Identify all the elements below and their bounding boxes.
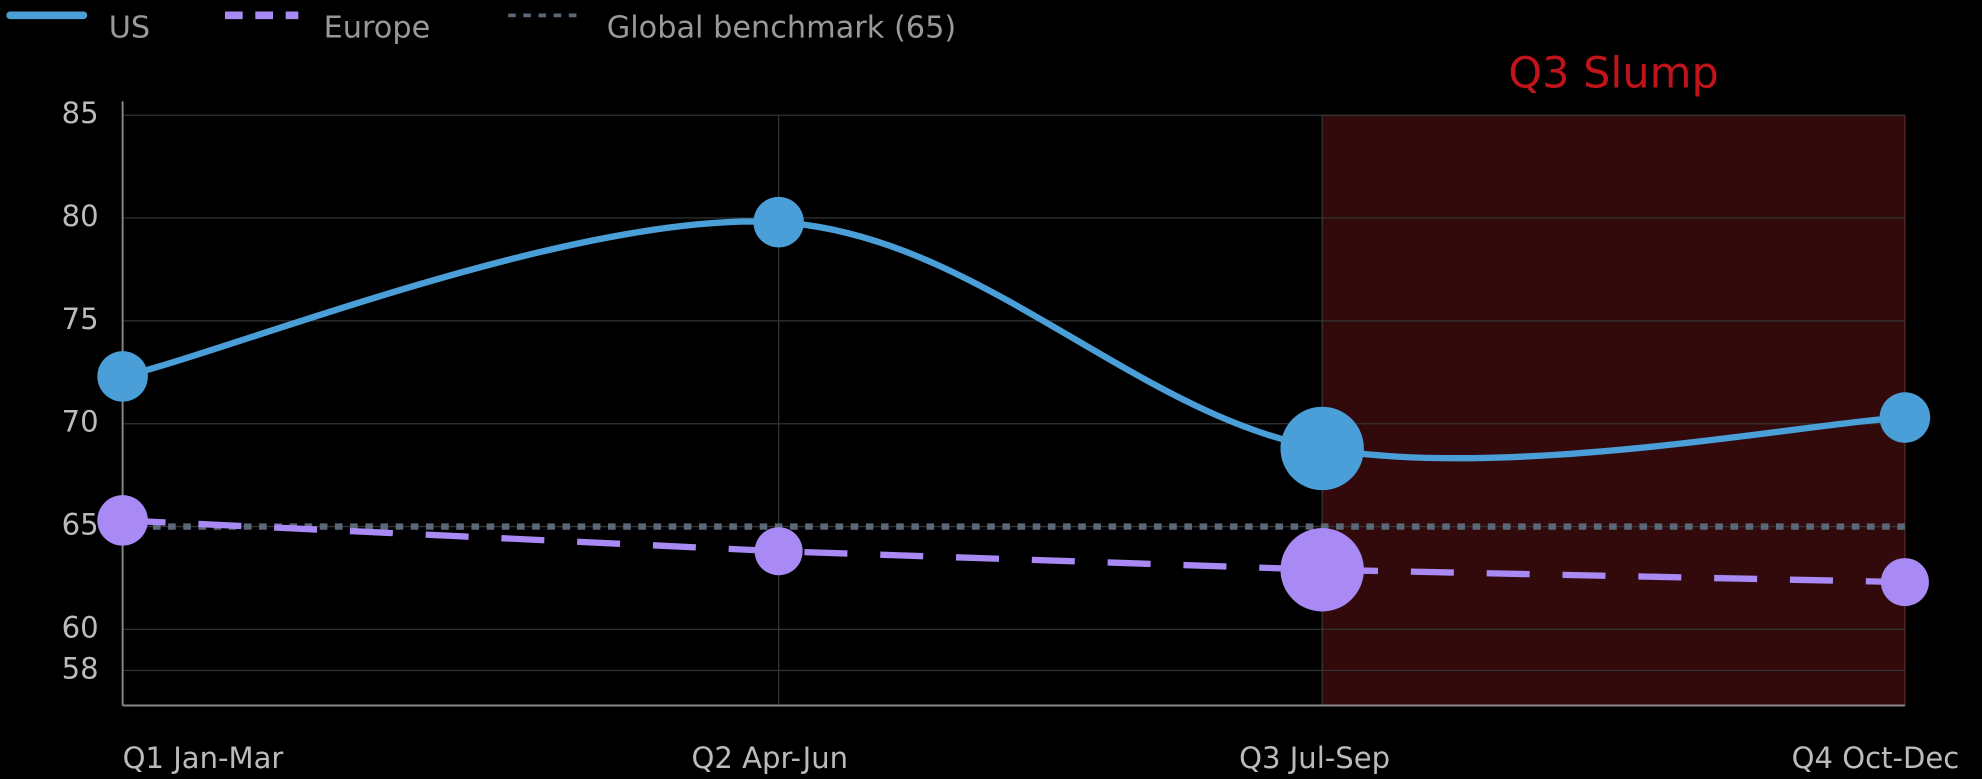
y-tick-label: 58 <box>62 652 99 686</box>
data-point <box>1880 558 1929 607</box>
data-point <box>754 527 803 576</box>
x-tick-label: Q1 Jan-Mar <box>123 741 284 775</box>
series-line <box>121 218 1906 462</box>
legend-label: US <box>109 11 150 46</box>
x-tick-label: Q3 Jul-Sep <box>1239 741 1390 775</box>
data-point <box>97 351 148 402</box>
data-point <box>753 196 804 248</box>
y-tick-label: 75 <box>62 302 99 336</box>
legend-label: Europe <box>324 11 431 46</box>
y-tick-label: 80 <box>62 199 99 233</box>
highlight-region <box>1321 114 1906 707</box>
highlight-label: Q3 Slump <box>1508 49 1718 99</box>
y-tick-label: 65 <box>62 508 99 542</box>
x-tick-label: Q2 Apr-Jun <box>692 741 849 775</box>
data-point <box>97 495 148 546</box>
data-point <box>1280 528 1364 612</box>
series-line <box>122 517 1905 586</box>
y-tick-label: 60 <box>62 610 99 644</box>
data-point <box>1879 392 1931 443</box>
data-point <box>1280 406 1364 491</box>
legend-label: Global benchmark (65) <box>607 11 956 46</box>
x-tick-label: Q4 Oct-Dec <box>1792 741 1960 775</box>
y-tick-label: 70 <box>62 405 99 439</box>
y-tick-label: 85 <box>62 96 99 130</box>
